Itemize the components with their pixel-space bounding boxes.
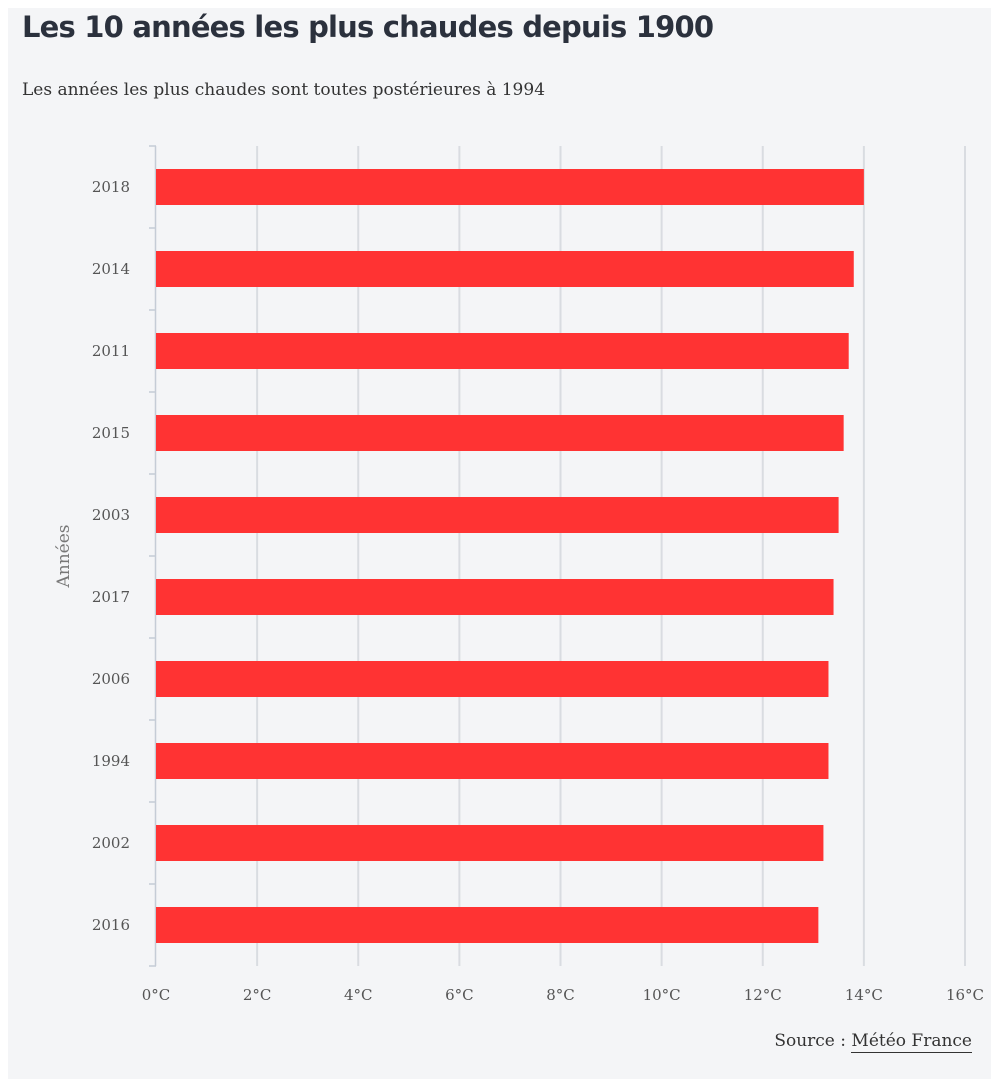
y-tick-label: 1994 [92,752,130,770]
bar-2006 [156,661,829,697]
bar-2014 [156,251,854,287]
x-tick-label: 12°C [744,986,782,1004]
y-tick-label: 2018 [92,178,130,196]
y-tick-label: 2003 [92,506,130,524]
x-tick-label: 4°C [344,986,373,1004]
x-tick-label: 16°C [946,986,984,1004]
bar-2002 [156,825,824,861]
source-prefix: Source : [774,1031,846,1051]
x-tick-label: 8°C [546,986,575,1004]
x-tick-label: 14°C [845,986,883,1004]
y-axis-title: Années [54,524,74,588]
x-tick-label: 0°C [142,986,171,1004]
bars [156,169,864,943]
bar-2011 [156,333,849,369]
y-axis [149,145,157,967]
y-tick-label: 2002 [92,834,130,852]
x-tick-label: 10°C [643,986,681,1004]
bar-1994 [156,743,829,779]
bar-2015 [156,415,844,451]
y-tick-label: 2016 [92,916,130,934]
y-tick-label: 2015 [92,424,130,442]
y-tick-label: 2017 [92,588,130,606]
y-tick-labels: 2018 2014 2011 2015 2003 2017 2006 1994 2002 2016 [92,178,130,934]
chart-card: Les 10 années les plus chaudes depuis 19… [8,8,991,1079]
bar-chart: 2018 2014 2011 2015 2003 2017 2006 1994 2002 2016… [54,145,984,1004]
y-tick-label: 2006 [92,670,130,688]
x-tick-labels: 0°C 2°C 4°C 6°C 8°C 10°C 12°C 14°C 16°C [142,986,984,1004]
y-tick-label: 2014 [92,260,130,278]
bar-2003 [156,497,839,533]
x-tick-label: 6°C [445,986,474,1004]
chart-title: Les 10 années les plus chaudes depuis 19… [22,10,714,44]
bar-2016 [156,907,819,943]
x-tick-label: 2°C [243,986,272,1004]
bar-2017 [156,579,834,615]
chart-subtitle: Les années les plus chaudes sont toutes … [22,80,546,100]
bar-2018 [156,169,864,205]
source-link[interactable]: Météo France [851,1031,972,1053]
source-line: Source : Météo France [774,1031,972,1053]
y-tick-label: 2011 [92,342,130,360]
